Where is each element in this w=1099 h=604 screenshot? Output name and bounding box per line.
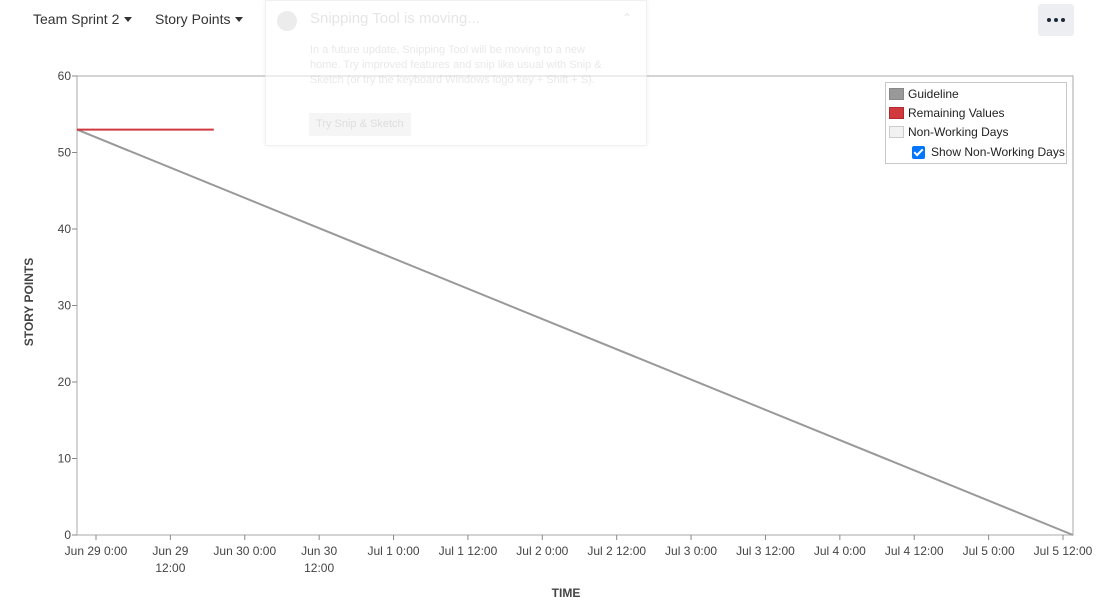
x-tick-label: Jun 30 <box>301 544 337 558</box>
chevron-down-icon <box>235 17 244 22</box>
team-dropdown-label: Team Sprint 2 <box>33 11 120 27</box>
y-tick-label: 20 <box>58 375 72 389</box>
x-tick-label: Jul 1 12:00 <box>439 544 498 558</box>
chevron-up-icon[interactable]: ⌃ <box>622 11 633 25</box>
legend-label-guideline: Guideline <box>908 87 959 101</box>
show-non-working-checkbox[interactable] <box>912 145 925 159</box>
legend-item-non-working[interactable]: Non-Working Days <box>889 124 1008 140</box>
notification-body: In a future update, Snipping Tool will b… <box>310 44 602 86</box>
x-tick-label: Jun 29 0:00 <box>65 544 128 558</box>
show-non-working-label: Show Non-Working Days <box>931 145 1065 159</box>
legend-item-remaining[interactable]: Remaining Values <box>889 105 1005 121</box>
x-tick-label: Jul 4 0:00 <box>814 544 866 558</box>
more-dot <box>1061 18 1065 22</box>
y-tick-label: 0 <box>64 528 71 542</box>
legend-item-guideline[interactable]: Guideline <box>889 86 959 102</box>
x-tick-label: Jun 30 0:00 <box>213 544 276 558</box>
x-tick-label: Jul 5 12:00 <box>1034 544 1093 558</box>
y-tick-label: 60 <box>58 69 72 83</box>
notification-title: Snipping Tool is moving... <box>310 10 480 27</box>
guideline-line <box>76 128 1074 536</box>
x-tick-label: Jul 2 12:00 <box>587 544 646 558</box>
show-non-working-toggle[interactable]: Show Non-Working Days <box>912 145 1065 159</box>
y-tick-label: 50 <box>58 146 72 160</box>
legend-label-non-working: Non-Working Days <box>908 125 1009 139</box>
x-tick-label: Jul 5 0:00 <box>963 544 1015 558</box>
try-snip-sketch-button[interactable]: Try Snip & Sketch <box>309 113 411 136</box>
x-tick-label: Jul 4 12:00 <box>885 544 944 558</box>
metric-dropdown-label: Story Points <box>155 11 231 27</box>
x-axis-label: TIME <box>552 586 581 600</box>
x-tick-label: Jul 3 0:00 <box>665 544 717 558</box>
y-tick-label: 10 <box>58 452 72 466</box>
remaining-swatch <box>889 107 904 119</box>
more-dot <box>1054 18 1058 22</box>
x-tick-label-line2: 12:00 <box>304 561 334 575</box>
chart-legend: Guideline Remaining Values Non-Working D… <box>885 82 1067 164</box>
x-tick-label: Jul 1 0:00 <box>368 544 420 558</box>
y-tick-label: 30 <box>58 299 72 313</box>
x-tick-label: Jun 29 <box>152 544 188 558</box>
x-tick-label: Jul 2 0:00 <box>516 544 568 558</box>
guideline-swatch <box>889 88 904 100</box>
chevron-down-icon <box>124 17 133 22</box>
snipping-tool-icon <box>277 11 297 31</box>
more-dot <box>1047 18 1051 22</box>
more-options-button[interactable] <box>1038 4 1074 36</box>
y-tick-label: 40 <box>58 222 72 236</box>
team-dropdown[interactable]: Team Sprint 2 <box>33 10 133 28</box>
snipping-tool-notification: Snipping Tool is moving... ⌃ In a future… <box>265 0 647 146</box>
x-tick-label-line2: 12:00 <box>155 561 185 575</box>
legend-label-remaining: Remaining Values <box>908 106 1005 120</box>
metric-dropdown[interactable]: Story Points <box>155 10 244 28</box>
x-tick-label: Jul 3 12:00 <box>736 544 795 558</box>
non-working-swatch <box>889 126 904 138</box>
y-axis-label: STORY POINTS <box>22 258 36 346</box>
